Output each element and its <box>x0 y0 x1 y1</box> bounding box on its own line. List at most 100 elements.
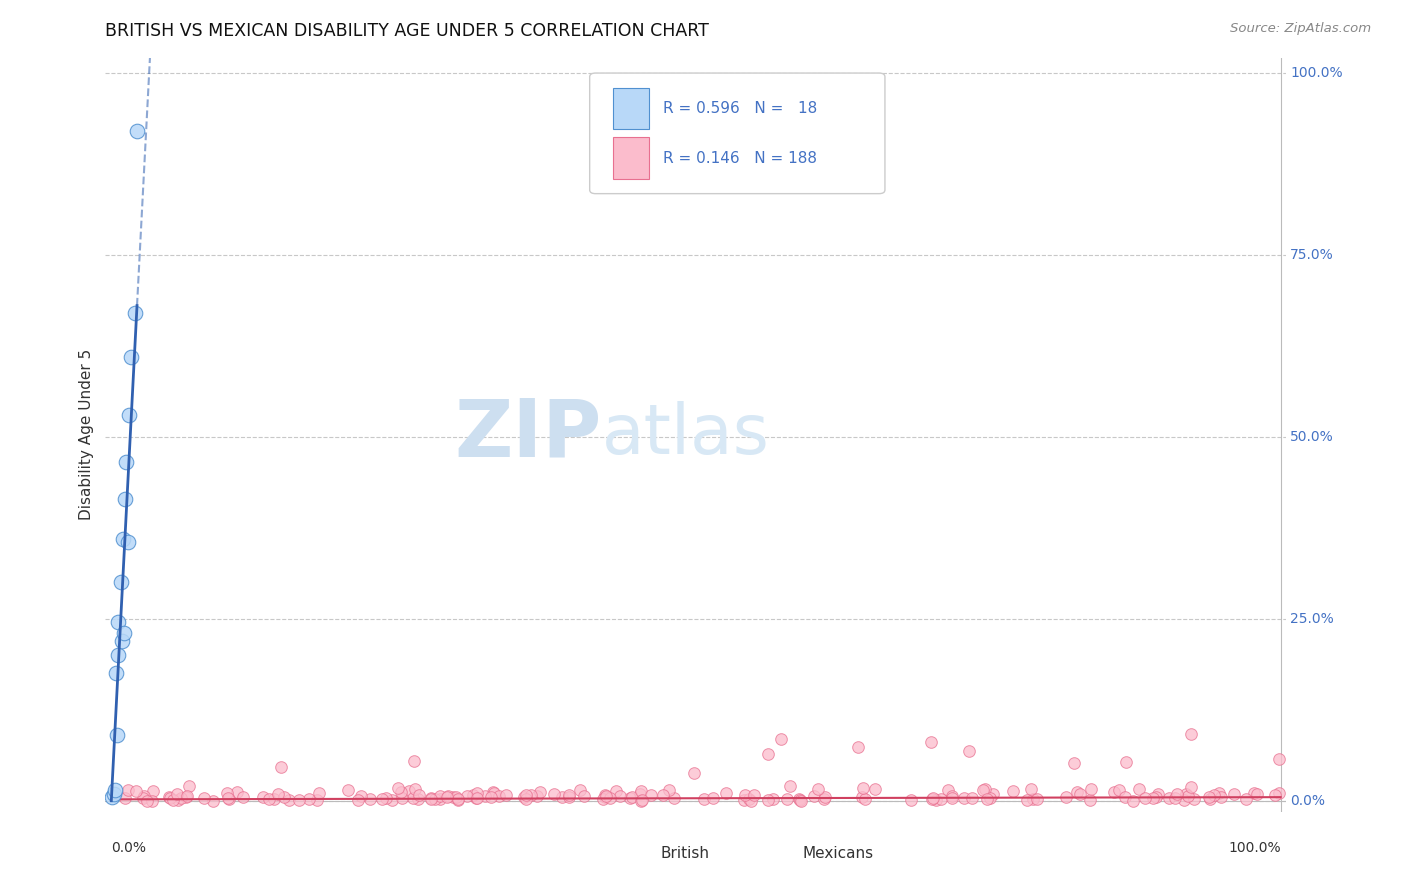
Point <box>436 790 458 805</box>
Point <box>142 784 165 798</box>
Point <box>406 791 429 805</box>
Point <box>1175 787 1198 801</box>
Point <box>1198 790 1220 805</box>
Point <box>359 792 381 806</box>
FancyBboxPatch shape <box>613 137 648 179</box>
Text: 25.0%: 25.0% <box>1289 612 1334 625</box>
Point <box>1157 790 1180 805</box>
Text: Mexicans: Mexicans <box>803 846 873 861</box>
Point <box>437 789 460 804</box>
Point <box>716 786 738 800</box>
Point <box>922 791 945 805</box>
Point <box>474 789 496 804</box>
Point <box>350 789 373 803</box>
Point <box>114 491 136 506</box>
Point <box>853 792 876 806</box>
Point <box>370 792 392 806</box>
Point <box>1199 791 1222 805</box>
Point <box>1022 792 1045 806</box>
Point <box>513 790 536 805</box>
Point <box>401 791 423 805</box>
Point <box>936 783 959 797</box>
Point <box>131 791 153 805</box>
Point <box>125 124 148 138</box>
Text: 0.0%: 0.0% <box>111 841 146 855</box>
Point <box>273 790 295 805</box>
Point <box>1017 793 1039 807</box>
Point <box>447 792 470 806</box>
Point <box>336 783 359 797</box>
Point <box>628 787 651 801</box>
Point <box>170 791 193 805</box>
Point <box>770 731 793 746</box>
Point <box>846 739 869 754</box>
Point <box>851 789 873 804</box>
Point <box>176 789 198 803</box>
Point <box>630 793 652 807</box>
Point <box>218 792 240 806</box>
Point <box>124 783 146 797</box>
Point <box>558 790 581 805</box>
Text: 100.0%: 100.0% <box>1227 841 1281 855</box>
Point <box>1180 780 1202 794</box>
Point <box>1114 790 1136 805</box>
Point <box>756 793 779 807</box>
Point <box>979 791 1001 805</box>
Point <box>790 794 813 808</box>
Point <box>920 735 942 749</box>
Point <box>105 728 128 742</box>
Point <box>543 787 565 801</box>
Point <box>179 779 201 793</box>
Point <box>495 788 517 802</box>
Point <box>118 408 141 422</box>
Text: 75.0%: 75.0% <box>1289 248 1334 261</box>
FancyBboxPatch shape <box>613 87 648 129</box>
Point <box>1122 793 1144 807</box>
Point <box>1180 727 1202 741</box>
Point <box>595 789 617 804</box>
FancyBboxPatch shape <box>589 73 884 194</box>
Point <box>529 785 551 799</box>
Point <box>1080 782 1102 797</box>
Point <box>408 788 430 802</box>
Point <box>658 782 681 797</box>
Point <box>981 788 1004 802</box>
Point <box>381 793 404 807</box>
Point <box>621 789 644 804</box>
Point <box>482 786 505 800</box>
Point <box>740 794 762 808</box>
Point <box>226 785 249 799</box>
Point <box>630 783 652 797</box>
Point <box>595 788 617 802</box>
Point <box>270 760 292 774</box>
Text: 50.0%: 50.0% <box>1289 430 1334 443</box>
Point <box>389 785 412 799</box>
Point <box>702 791 724 805</box>
Point <box>387 781 409 796</box>
Point <box>1066 785 1088 799</box>
Point <box>193 791 215 805</box>
Point <box>973 781 995 796</box>
Point <box>738 792 761 806</box>
Point <box>1054 790 1077 805</box>
Point <box>776 792 799 806</box>
Point <box>112 626 135 640</box>
Point <box>1268 786 1291 800</box>
Point <box>463 788 485 802</box>
Point <box>551 789 574 804</box>
Point <box>1263 788 1285 802</box>
Point <box>104 783 127 797</box>
Point <box>1223 788 1246 802</box>
Point <box>441 790 464 805</box>
Point <box>1246 788 1268 802</box>
Point <box>132 789 155 804</box>
Point <box>807 782 830 797</box>
Text: atlas: atlas <box>602 401 769 468</box>
Point <box>1115 755 1137 769</box>
Point <box>1173 793 1195 807</box>
Point <box>515 792 537 806</box>
Point <box>789 792 811 806</box>
Point <box>114 791 136 805</box>
Point <box>1182 792 1205 806</box>
Point <box>574 789 596 803</box>
